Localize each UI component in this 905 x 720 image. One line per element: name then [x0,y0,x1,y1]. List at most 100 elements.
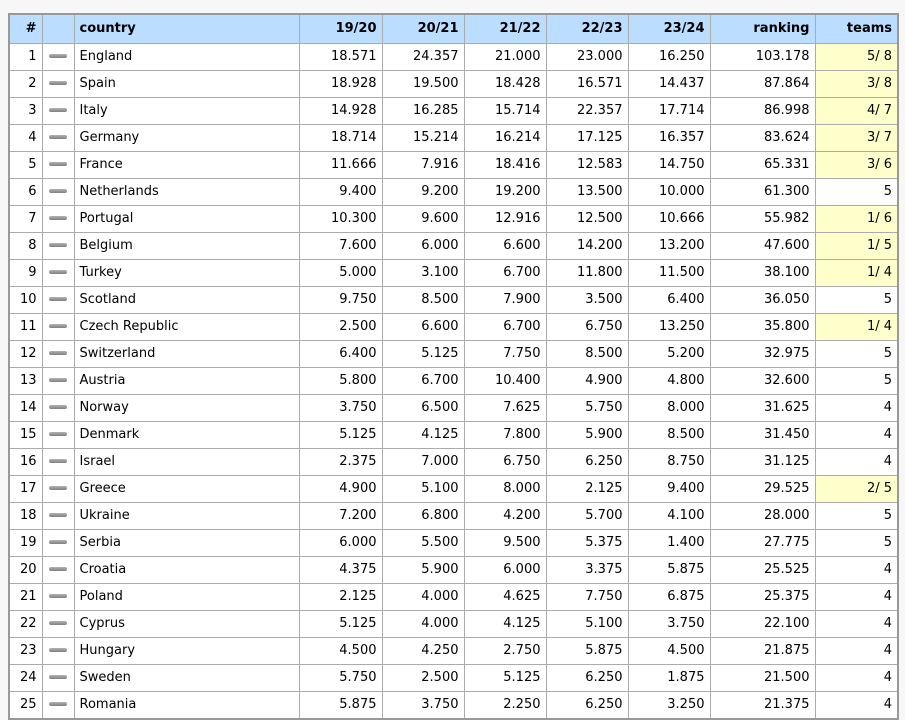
rank-cell: 10 [8,286,43,314]
s2021-cell: 6.500 [381,394,465,422]
ranking-cell: 65.331 [709,151,816,179]
s2324-cell: 17.714 [627,97,711,125]
ranking-cell: 47.600 [709,232,816,260]
teams-cell: 4 [814,421,899,449]
no-change-icon [49,566,67,571]
rank-cell: 3 [8,97,43,125]
s2122-cell: 2.750 [463,637,547,665]
ranking-cell: 32.975 [709,340,816,368]
table-row: 19 Serbia 6.000 5.500 9.500 5.375 1.400 27.775 5 [8,529,899,557]
column-header-trend [41,13,75,44]
table-row: 23 Hungary 4.500 4.250 2.750 5.875 4.500 21.875… [8,637,899,665]
s2021-cell: 15.214 [381,124,465,152]
teams-cell: 5 [814,502,899,530]
table-row: 2 Spain 18.928 19.500 18.428 16.571 14.437 87.8… [8,70,899,98]
s1920-cell: 9.400 [298,178,383,206]
rank-cell: 5 [8,151,43,179]
no-change-icon [49,539,67,544]
no-change-icon [49,593,67,598]
teams-cell: 4 [814,664,899,692]
s2122-cell: 18.428 [463,70,547,98]
country-cell: England [73,43,300,71]
rank-cell: 9 [8,259,43,287]
ranking-cell: 32.600 [709,367,816,395]
s2223-cell: 2.125 [545,475,629,503]
s1920-cell: 18.571 [298,43,383,71]
trend-cell [41,502,75,530]
country-cell: Serbia [73,529,300,557]
teams-cell: 4 [814,610,899,638]
rank-cell: 22 [8,610,43,638]
country-cell: Israel [73,448,300,476]
country-cell: Turkey [73,259,300,287]
no-change-icon [49,458,67,463]
s2324-cell: 16.357 [627,124,711,152]
country-cell: Switzerland [73,340,300,368]
ranking-cell: 21.875 [709,637,816,665]
trend-cell [41,556,75,584]
trend-cell [41,70,75,98]
s2122-cell: 9.500 [463,529,547,557]
no-change-icon [49,512,67,517]
s2122-cell: 6.700 [463,259,547,287]
s2122-cell: 19.200 [463,178,547,206]
teams-cell: 5 [814,529,899,557]
s1920-cell: 5.750 [298,664,383,692]
ranking-cell: 25.525 [709,556,816,584]
teams-cell: 4 [814,691,899,720]
no-change-icon [49,107,67,112]
s2122-cell: 18.416 [463,151,547,179]
ranking-cell: 27.775 [709,529,816,557]
trend-cell [41,340,75,368]
no-change-icon [49,674,67,679]
s1920-cell: 18.928 [298,70,383,98]
table-body: 1 England 18.571 24.357 21.000 23.000 16.250 10… [8,43,899,720]
rank-cell: 2 [8,70,43,98]
teams-cell: 4 [814,637,899,665]
ranking-cell: 36.050 [709,286,816,314]
country-cell: Belgium [73,232,300,260]
ranking-cell: 55.982 [709,205,816,233]
s2021-cell: 19.500 [381,70,465,98]
s2122-cell: 7.800 [463,421,547,449]
s2223-cell: 3.500 [545,286,629,314]
no-change-icon [49,242,67,247]
no-change-icon [49,485,67,490]
teams-cell: 4/ 7 [814,97,899,125]
s1920-cell: 7.200 [298,502,383,530]
s1920-cell: 3.750 [298,394,383,422]
ranking-cell: 29.525 [709,475,816,503]
table-row: 20 Croatia 4.375 5.900 6.000 3.375 5.875 25.525… [8,556,899,584]
s2223-cell: 14.200 [545,232,629,260]
trend-cell [41,259,75,287]
s2223-cell: 8.500 [545,340,629,368]
s1920-cell: 4.375 [298,556,383,584]
s2324-cell: 4.800 [627,367,711,395]
teams-cell: 3/ 7 [814,124,899,152]
s2324-cell: 5.875 [627,556,711,584]
no-change-icon [49,404,67,409]
s1920-cell: 2.375 [298,448,383,476]
no-change-icon [49,647,67,652]
s2021-cell: 3.750 [381,691,465,720]
table-row: 21 Poland 2.125 4.000 4.625 7.750 6.875 25.375 4 [8,583,899,611]
ranking-cell: 31.125 [709,448,816,476]
table-row: 11 Czech Republic 2.500 6.600 6.700 6.750 13.2… [8,313,899,341]
s1920-cell: 5.000 [298,259,383,287]
teams-cell: 5 [814,178,899,206]
teams-cell: 4 [814,394,899,422]
s2223-cell: 5.100 [545,610,629,638]
trend-cell [41,691,75,720]
s2324-cell: 13.250 [627,313,711,341]
ranking-cell: 87.864 [709,70,816,98]
s2122-cell: 4.125 [463,610,547,638]
teams-cell: 5 [814,367,899,395]
column-header-s1920: 19/20 [298,13,383,44]
column-header-rank: # [8,13,43,44]
ranking-cell: 21.375 [709,691,816,720]
s2021-cell: 6.600 [381,313,465,341]
s2021-cell: 9.200 [381,178,465,206]
teams-cell: 1/ 6 [814,205,899,233]
rank-cell: 17 [8,475,43,503]
trend-cell [41,97,75,125]
